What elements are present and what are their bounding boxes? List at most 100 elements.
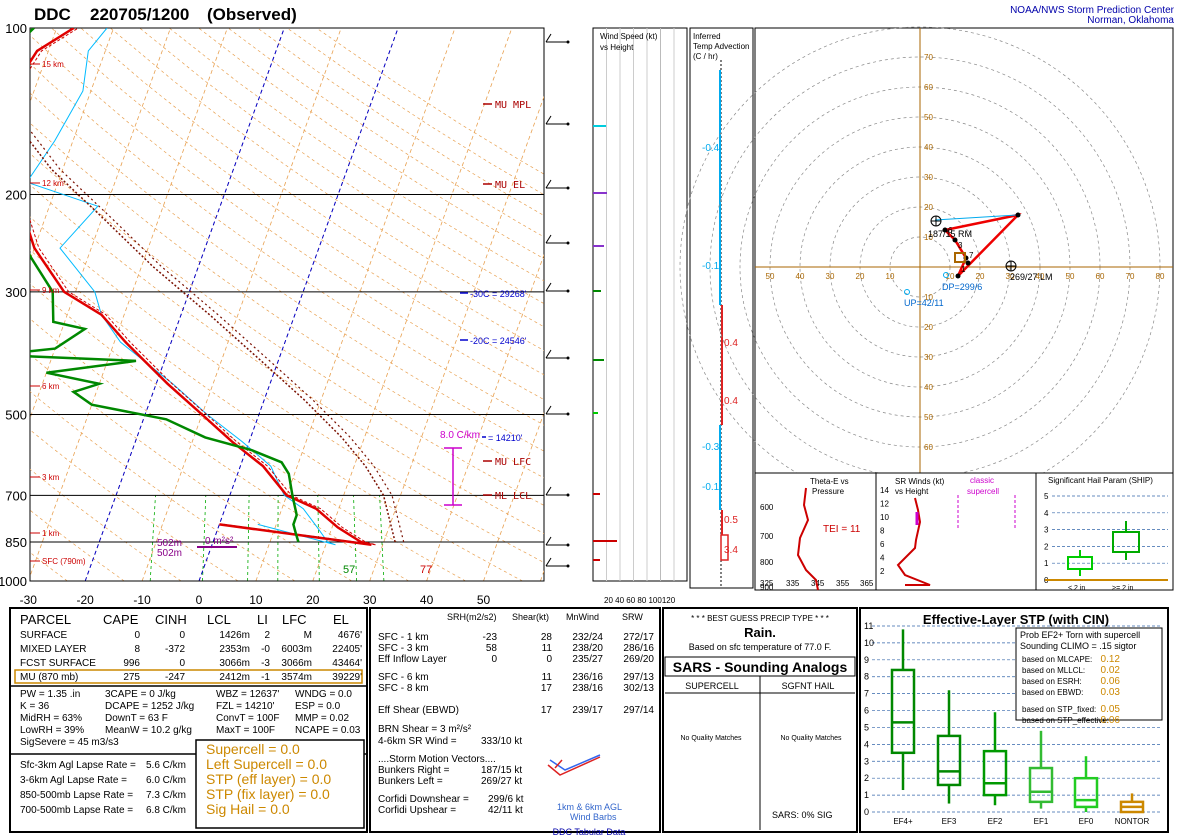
parcel-cell: MIXED LAYER [20,644,87,655]
hodo-axis-label: 20 [856,272,865,281]
parcel-cell: SURFACE [20,630,68,641]
height-label-1: 12 km [42,179,64,188]
height-label-2: 9 km [42,286,60,295]
composite-value: STP (fix layer) = 0.0 [206,786,330,802]
hodo-axis-label: 20 [976,272,985,281]
corfidi-down-value: 299/6 kt [488,794,524,805]
wind-speed-frame [592,27,688,582]
stp-prob-label: based on EBWD: [1022,688,1083,697]
lapse-value: 6.0 C/km [146,775,186,786]
parcel-header-lcl: LCL [207,612,231,627]
hodo-point [952,237,958,243]
hodo-ring-label: 10 [924,293,933,302]
theta-e-title: Theta-E vs [810,477,849,486]
virtual-temp-trace [30,28,377,546]
sr-ytick-4: 4 [880,554,885,563]
minus30-label: -30C = 29268' [470,289,527,299]
temperature-trace [30,28,372,547]
stp-category: EF0 [1079,817,1094,826]
thermo-value: K = 36 [20,701,50,712]
kinematics-cell: 236/16 [572,672,603,683]
wind-speed-panel: Wind Speed (kt) vs Height 20 40 60 80 10… [592,27,688,605]
height-label-4: 3 km [42,473,60,482]
pressure-label-200: 200 [5,187,27,202]
wind-speed-subtitle: vs Height [600,43,634,52]
barb-label-2: Wind Barbs [570,812,617,822]
thermo-value: FZL = 14210' [216,701,275,712]
bunkers-left-label: Bunkers Left = [378,776,443,787]
lapse-label: Sfc-3km Agl Lapse Rate = [20,760,136,771]
lapse-label: 850-500mb Lapse Rate = [20,790,133,801]
stp-category: EF3 [942,817,957,826]
thermo-value: ConvT = 100F [216,713,279,724]
advection-value-8: 3.4 [724,545,738,556]
precip-type: Rain. [744,625,776,640]
pressure-label-500: 500 [5,408,27,423]
lapse-value: 7.3 C/km [146,790,186,801]
lapse-label: 3-6km Agl Lapse Rate = [20,775,127,786]
observed-label: (Observed) [207,5,297,24]
barb-point [566,543,570,547]
temp-label-30: 30 [363,593,377,607]
stp-ytick-11: 11 [864,621,873,631]
sr-winds-panel: SR Winds (kt) vs Height classic supercel… [875,472,1037,591]
mu-lfc-label: MU LFC [495,457,531,468]
parcel-header-lfc: LFC [282,612,307,627]
barb-point [566,412,570,416]
temp-label-50: 50 [477,593,491,607]
barb-flag [545,33,552,43]
hodo-ring-label: 20 [924,203,933,212]
barb-flag [545,282,552,292]
stp-ytick-8: 8 [864,672,869,682]
parcel-cell: 3574m [281,672,312,683]
org-label: NOAA/NWS Storm Prediction Center [1010,5,1175,16]
thermo-value: MMP = 0.02 [295,713,349,724]
thermo-value: SigSevere = 45 m3/s3 [20,737,119,748]
hodo-ring-label: 50 [924,113,933,122]
footer-label: DDC Tabular Data [553,827,626,836]
kinematics-cell: 58 [486,643,498,654]
pressure-label-700: 700 [5,488,27,503]
sr-ytick-2: 2 [880,567,885,576]
skewt-panel: 100 200 300 500 700 850 1000 -30 -20 -10 0 10 20 30 4… [0,21,545,607]
barb-point [566,356,570,360]
theta-e-title2: Pressure [812,487,845,496]
ship-ytick-5: 5 [1044,492,1049,501]
sars-nomatch-1: No Quality Matches [680,735,742,742]
thermo-value: WBZ = 12637' [216,689,279,700]
advection-value-2: -0.1 [702,261,720,272]
thermo-value: MidRH = 63% [20,713,82,724]
stp-ytick-9: 9 [864,655,869,665]
kinematics-cell: 238/16 [572,683,603,694]
srh-bottom-label: 502m [157,548,182,559]
ship-frame [1035,472,1174,591]
stp-category: EF1 [1034,817,1049,826]
advection-value-1: -0.4 [702,143,720,154]
temp-label--10: -10 [133,593,151,607]
thermo-value: 3CAPE = 0 J/kg [105,689,176,700]
hodo-up-label: UP=42/11 [904,298,944,308]
advection-value-5: -0.3 [702,442,720,453]
brn-shear: BRN Shear = 3 m²/s² [378,724,472,735]
hodo-point [942,227,948,233]
lapse-value: 6.8 C/km [146,805,186,816]
sfc-dewpoint-label: 57 [343,564,355,576]
composite-box [195,739,365,829]
hodo-ring-label: 60 [924,83,933,92]
hodo-axis-label: 30 [826,272,835,281]
barb-point [566,40,570,44]
stp-prob-label: based on MLLCL: [1022,666,1085,675]
stp-prob-label: based on STP_effective: [1022,716,1109,725]
barb-point [566,241,570,245]
stp-probabilities: based on MLCAPE: 0.12 based on MLLCL: 0.02 b… [1022,654,1120,726]
barb-point [566,564,570,568]
sars-col-supercell: SUPERCELL [685,681,739,691]
kinematics-cell: 235/27 [572,654,603,665]
thermo-value: WNDG = 0.0 [295,689,352,700]
stp-ytick-1: 1 [864,790,869,800]
parcel-header-parcel: PARCEL [20,612,71,627]
barb-flag [545,536,552,546]
parcel-header-li: LI [257,612,268,627]
